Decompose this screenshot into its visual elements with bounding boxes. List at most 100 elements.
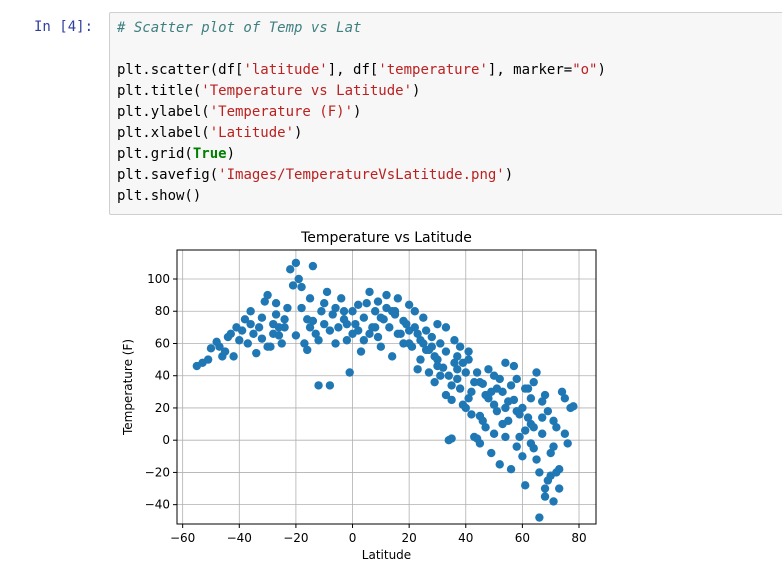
data-point (263, 290, 272, 300)
data-point (433, 319, 442, 329)
data-point (489, 400, 499, 409)
data-point (489, 429, 499, 438)
data-point (305, 294, 315, 303)
data-point (328, 310, 337, 319)
data-point (291, 258, 301, 268)
data-point (300, 339, 309, 348)
data-point (365, 287, 374, 297)
data-point (535, 468, 544, 477)
data-point (206, 344, 216, 353)
data-point (495, 460, 504, 469)
data-point (365, 329, 374, 339)
chart-title: Temperature vs Latitude (300, 230, 472, 246)
data-point (325, 326, 335, 335)
data-point (320, 319, 329, 329)
data-point (274, 323, 284, 332)
y-tick-label: 20 (155, 401, 170, 415)
data-point (492, 406, 502, 416)
data-point (393, 329, 403, 339)
data-point (538, 429, 547, 438)
data-point (362, 298, 371, 308)
data-point (413, 365, 422, 374)
data-point (348, 329, 357, 339)
x-axis-label: Latitude (362, 548, 411, 562)
data-point (512, 442, 521, 451)
data-point (464, 355, 473, 364)
data-point (356, 347, 366, 356)
data-point (269, 329, 278, 339)
x-tick-label: 40 (458, 531, 473, 545)
data-point (212, 337, 221, 347)
data-point (359, 313, 369, 322)
data-point (487, 448, 496, 458)
data-point (552, 468, 561, 477)
grid-lines (177, 250, 596, 524)
data-point (453, 374, 462, 384)
data-point (419, 313, 428, 322)
data-point (515, 432, 524, 442)
data-point (453, 352, 462, 361)
data-point (325, 381, 335, 390)
data-point (348, 307, 357, 316)
data-point (521, 481, 530, 490)
code-line-ylabel: plt.ylabel('Temperature (F)') (117, 104, 362, 120)
cell-prompt: In [4]: (34, 19, 94, 35)
data-point (246, 307, 255, 316)
data-point (243, 339, 252, 348)
data-point (447, 434, 456, 443)
data-point (518, 452, 527, 461)
data-point (271, 310, 281, 319)
data-point (382, 290, 391, 300)
data-point (421, 326, 431, 335)
code-line-grid: plt.grid(True) (117, 146, 236, 162)
data-point (370, 307, 380, 316)
data-point (450, 358, 459, 368)
data-point (314, 381, 323, 390)
y-tick-label: 100 (147, 272, 170, 286)
data-point (560, 429, 570, 438)
data-point (475, 377, 485, 387)
data-point (478, 416, 487, 426)
data-point (385, 323, 394, 332)
data-point (433, 361, 442, 371)
data-point (320, 298, 329, 308)
data-point (322, 287, 332, 297)
data-point (458, 400, 468, 409)
data-point (271, 298, 281, 308)
data-point (342, 336, 352, 345)
data-point (252, 348, 261, 358)
data-point (540, 484, 550, 493)
data-point (549, 442, 558, 451)
data-point (487, 387, 496, 397)
data-point (526, 439, 536, 448)
data-point (441, 390, 451, 400)
data-point (447, 395, 456, 405)
data-point (472, 368, 482, 377)
data-point (337, 294, 346, 303)
data-point (203, 355, 213, 364)
data-point (461, 368, 470, 377)
data-point (339, 307, 349, 316)
data-point (424, 368, 434, 377)
data-point (498, 419, 507, 429)
y-tick-label: −20 (145, 465, 170, 479)
data-point (450, 336, 459, 345)
code-editor[interactable]: # Scatter plot of Temp vs Lat plt.scatte… (117, 18, 606, 207)
cell-output: −60 −40 −20 0 20 40 60 80 −40 −20 0 20 40 60 80 100 Tem… (109, 222, 609, 572)
data-point (515, 410, 524, 419)
data-point (549, 416, 558, 426)
data-point (345, 368, 354, 377)
data-point (546, 448, 555, 458)
data-point (404, 300, 414, 309)
code-input-area[interactable] (109, 12, 782, 215)
data-point (506, 381, 516, 390)
data-point (481, 423, 490, 432)
data-point (359, 336, 369, 345)
data-point (404, 339, 414, 348)
data-point (311, 329, 320, 339)
data-point (416, 355, 425, 364)
data-point (506, 465, 516, 474)
data-point (521, 426, 530, 435)
data-point (535, 513, 544, 522)
